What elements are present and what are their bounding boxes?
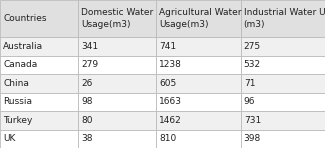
Text: 98: 98 [81,97,93,106]
Bar [156,92,240,111]
Text: 398: 398 [244,134,261,143]
Bar [0,37,78,56]
Bar [240,0,325,37]
Text: Canada: Canada [3,60,37,69]
Bar [78,92,156,111]
Text: 279: 279 [81,60,98,69]
Bar [240,92,325,111]
Text: 810: 810 [159,134,176,143]
Text: Turkey: Turkey [3,116,32,125]
Text: Agricultural Water
Usage(m3): Agricultural Water Usage(m3) [159,8,242,29]
Bar [240,111,325,130]
Text: 80: 80 [81,116,93,125]
Bar [0,111,78,130]
Text: UK: UK [3,134,16,143]
Bar [156,74,240,92]
Bar [78,0,156,37]
Text: 26: 26 [81,79,93,88]
Bar [78,37,156,56]
Text: Industrial Water Usage
(m3): Industrial Water Usage (m3) [244,8,325,29]
Text: 731: 731 [244,116,261,125]
Text: 1238: 1238 [159,60,182,69]
Text: 275: 275 [244,42,261,51]
Bar [78,130,156,148]
Bar [240,74,325,92]
Text: 1462: 1462 [159,116,182,125]
Bar [240,37,325,56]
Text: Australia: Australia [3,42,43,51]
Bar [156,130,240,148]
Text: 96: 96 [244,97,255,106]
Text: 341: 341 [81,42,98,51]
Bar [78,74,156,92]
Bar [0,74,78,92]
Bar [156,37,240,56]
Text: Countries: Countries [3,14,47,23]
Bar [156,111,240,130]
Bar [0,56,78,74]
Text: 1663: 1663 [159,97,182,106]
Text: 741: 741 [159,42,176,51]
Bar [240,130,325,148]
Bar [78,111,156,130]
Text: 38: 38 [81,134,93,143]
Text: Domestic Water
Usage(m3): Domestic Water Usage(m3) [81,8,153,29]
Text: 71: 71 [244,79,255,88]
Bar [0,0,78,37]
Bar [78,56,156,74]
Bar [0,92,78,111]
Bar [240,56,325,74]
Bar [156,0,240,37]
Text: China: China [3,79,29,88]
Bar [156,56,240,74]
Text: 605: 605 [159,79,176,88]
Text: Russia: Russia [3,97,32,106]
Text: 532: 532 [244,60,261,69]
Bar [0,130,78,148]
